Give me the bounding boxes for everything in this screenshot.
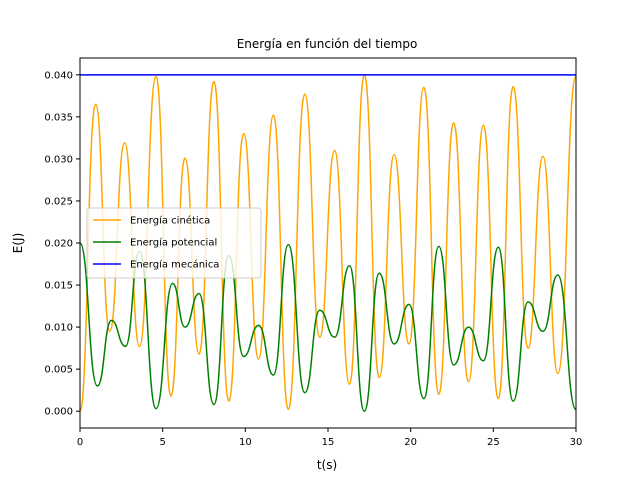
- legend: Energía cinética Energía potencial Energía…: [86, 207, 262, 279]
- y-axis: 0.000 0.005 0.010 0.015 0.020 0.025 0.030 0.035…: [44, 70, 80, 418]
- chart-title: Energía en función del tiempo: [237, 37, 418, 51]
- x-tick-label: 30: [570, 437, 583, 448]
- y-tick-label: 0.015: [44, 281, 73, 292]
- legend-label-1: Energía cinética: [130, 215, 210, 227]
- y-axis-label: E(J): [11, 233, 25, 253]
- legend-label-2: Energía potencial: [130, 237, 217, 249]
- legend-box: [86, 207, 262, 279]
- x-tick-label: 10: [239, 437, 252, 448]
- y-tick-label: 0.005: [44, 365, 73, 376]
- legend-label-3: Energía mecánica: [130, 259, 219, 271]
- y-tick-label: 0.040: [44, 70, 73, 81]
- y-tick-label: 0.020: [44, 239, 73, 250]
- y-tick-label: 0.030: [44, 154, 73, 165]
- x-tick-label: 15: [322, 437, 335, 448]
- x-tick-label: 25: [487, 437, 500, 448]
- y-tick-label: 0.010: [44, 323, 73, 334]
- x-axis: 0 5 10 15 20 25 30: [77, 428, 583, 448]
- x-tick-label: 5: [159, 437, 165, 448]
- plot-area: [79, 74, 577, 412]
- series-line-2: [79, 242, 577, 412]
- y-tick-label: 0.025: [44, 196, 73, 207]
- y-tick-label: 0.035: [44, 112, 73, 123]
- x-axis-label: t(s): [317, 458, 337, 472]
- x-tick-label: 0: [77, 437, 83, 448]
- x-tick-label: 20: [404, 437, 417, 448]
- y-tick-label: 0.000: [44, 407, 73, 418]
- series-line-1: [79, 74, 577, 412]
